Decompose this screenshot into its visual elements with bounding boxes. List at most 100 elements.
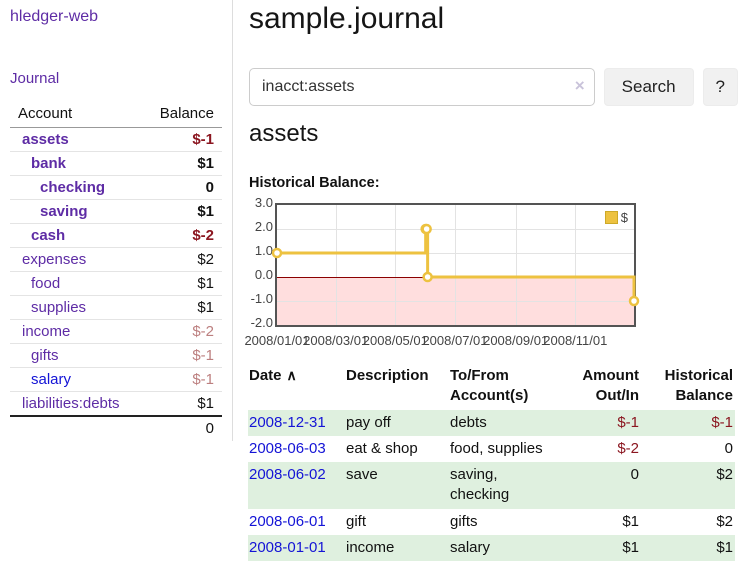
account-row: salary $-1 [10, 367, 222, 392]
y-tick-label: -1.0 [250, 291, 273, 306]
transaction-amount: $1 [622, 512, 639, 530]
gridline [575, 205, 577, 325]
accounts-total-value: 0 [205, 420, 214, 437]
x-tick-label: 2008/07/01 [422, 333, 488, 348]
transaction-date-link[interactable]: 2008-12-31 [249, 413, 326, 431]
account-column-header: Account [10, 103, 140, 128]
transaction-accounts: food, supplies [450, 439, 543, 457]
transaction-date-link[interactable]: 2008-06-03 [249, 439, 326, 457]
transaction-amount: $1 [622, 538, 639, 556]
transaction-description: save [346, 466, 378, 483]
sidebar: hledger-web Journal Account Balance asse… [0, 0, 233, 441]
y-tick-label: 3.0 [254, 195, 273, 210]
legend-swatch [604, 211, 618, 224]
account-balance: 0 [139, 175, 222, 200]
transaction-balance: $2 [716, 512, 733, 530]
account-balance: $2 [139, 247, 222, 272]
y-tick-label: 2.0 [254, 219, 273, 234]
historical-balance-chart: 3.0 2.0 1.0 0.0 -1.0 -2.0 $ 2008/01/01 2… [244, 172, 742, 362]
transaction-balance: $1 [716, 538, 733, 556]
gridline [455, 205, 456, 325]
transaction-row: 2008-06-02 save saving, checking 0 $2 [248, 462, 735, 509]
gridline [515, 205, 517, 325]
account-link-supplies[interactable]: supplies [31, 299, 87, 316]
gridline [335, 205, 337, 325]
y-tick-label: 1.0 [254, 243, 273, 258]
transaction-row: 2008-06-03 eat & shop food, supplies $-2… [248, 436, 735, 462]
transaction-description: income [346, 538, 395, 556]
accounts-column-header: To/From Account(s) [450, 367, 529, 405]
help-button[interactable]: ? [702, 68, 738, 106]
chart-plot-area: $ [271, 203, 640, 327]
transaction-date-link[interactable]: 2008-01-01 [249, 538, 326, 556]
account-link-income[interactable]: income [22, 323, 71, 340]
account-link-saving[interactable]: saving [40, 203, 88, 220]
account-row: assets $-1 [10, 127, 222, 152]
accounts-table-header: Account Balance [10, 103, 222, 128]
balance-line-series [271, 223, 640, 307]
search-button[interactable]: Search [603, 68, 694, 106]
account-balance: $1 [139, 271, 222, 296]
transaction-row: 2008-06-01 gift gifts $1 $2 [248, 509, 735, 535]
y-tick-label: 0.0 [254, 267, 273, 282]
account-link-expenses[interactable]: expenses [22, 251, 87, 268]
account-row: supplies $1 [10, 295, 222, 320]
account-link-assets[interactable]: assets [22, 131, 69, 148]
chart-legend: $ [602, 209, 630, 226]
transaction-accounts: gifts [450, 512, 478, 530]
transaction-balance: $-1 [711, 413, 733, 431]
account-link-food[interactable]: food [31, 275, 61, 292]
account-page-heading: assets [249, 120, 319, 147]
page-title: sample.journal [249, 2, 445, 35]
date-column-header: Date ∧ [249, 367, 297, 384]
account-link-gifts[interactable]: gifts [31, 347, 59, 364]
account-row: food $1 [10, 271, 222, 296]
sort-ascending-icon: ∧ [286, 367, 297, 383]
account-balance: $-1 [139, 367, 222, 392]
chart-title: Historical Balance: [249, 175, 380, 191]
account-balance: $1 [139, 151, 222, 176]
amount-column-header: Amount Out/In [582, 367, 639, 405]
account-balance: $1 [139, 199, 222, 224]
balance-column-header: Balance [139, 103, 222, 128]
transaction-row: 2008-01-01 income salary $1 $1 [248, 534, 735, 561]
x-tick-label: 2008/03/01 [303, 333, 369, 348]
account-link-bank[interactable]: bank [31, 155, 67, 172]
account-link-cash[interactable]: cash [31, 227, 66, 244]
account-balance: $-2 [139, 223, 222, 248]
transaction-amount: $-1 [617, 413, 639, 431]
account-row: liabilities:debts $1 [10, 391, 222, 417]
account-row: income $-2 [10, 319, 222, 344]
x-tick-label: 2008/01/01 [244, 333, 310, 348]
account-balance: $1 [139, 295, 222, 320]
x-tick-label: 2008/05/01 [362, 333, 428, 348]
account-link-salary[interactable]: salary [31, 371, 72, 388]
account-row: bank $1 [10, 151, 222, 176]
description-column-header: Description [346, 367, 429, 384]
search-input[interactable] [249, 68, 595, 106]
sidebar-item-journal[interactable]: Journal [10, 70, 60, 87]
transaction-row: 2008-12-31 pay off debts $-1 $-1 [248, 409, 735, 436]
account-balance: $-1 [139, 343, 222, 368]
transaction-amount: 0 [630, 466, 639, 483]
search-bar: × Search ? [249, 68, 738, 106]
account-row: expenses $2 [10, 247, 222, 272]
transaction-accounts: debts [450, 413, 487, 431]
clear-search-icon[interactable]: × [574, 76, 585, 95]
account-link-checking[interactable]: checking [40, 179, 106, 196]
x-tick-label: 2008/11/01 [543, 333, 608, 348]
legend-label: $ [620, 210, 628, 225]
transaction-description: eat & shop [346, 439, 418, 457]
transaction-balance: $2 [716, 466, 733, 483]
transaction-date-link[interactable]: 2008-06-02 [249, 466, 326, 483]
balance-column-header: Historical Balance [664, 367, 733, 405]
transaction-date-link[interactable]: 2008-06-01 [249, 512, 326, 530]
account-link-liabilities-debts[interactable]: liabilities:debts [22, 395, 120, 412]
account-balance: $-1 [139, 127, 222, 152]
y-tick-label: -2.0 [250, 315, 273, 330]
app-title-link[interactable]: hledger-web [10, 8, 99, 25]
accounts-balance-table: Account Balance assets $-1 bank $1 check… [10, 103, 222, 440]
gridline [395, 205, 397, 325]
register-table: Date ∧ Description To/From Account(s) Amo… [248, 365, 735, 561]
